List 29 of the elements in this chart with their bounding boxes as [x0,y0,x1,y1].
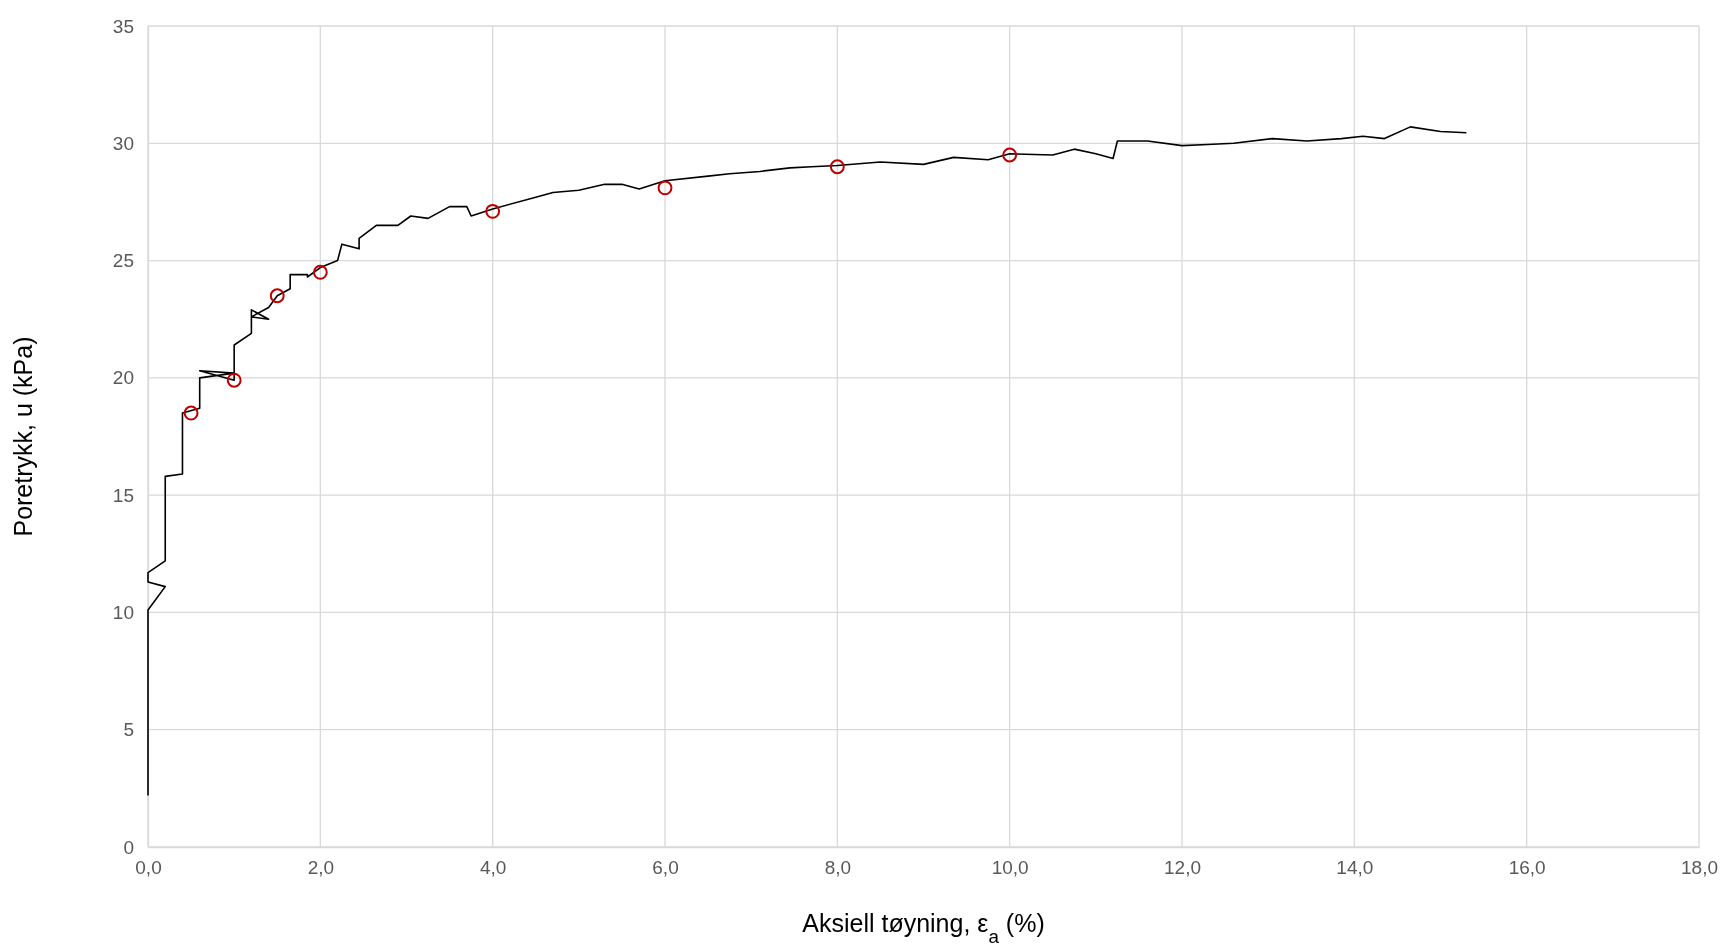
x-tick-label: 18,0 [1681,857,1718,879]
y-tick-label: 25 [112,250,134,272]
point [657,180,673,196]
y-tick-label: 10 [112,602,134,624]
point [829,159,845,175]
line-series [147,126,1468,797]
y-axis-title: Poretrykk, u (kPa) [9,336,37,537]
x-tick-label: 4,0 [479,857,507,879]
y-tick-label: 5 [123,719,134,741]
x-tick-label: 10,0 [991,857,1029,879]
y-tick-label: 30 [112,132,134,154]
y-tick-label: 20 [112,367,134,389]
x-axis-title: Aksiell tøyning, ε$_{a}$ (%) [802,909,1045,947]
point [269,288,285,304]
x-tick-label: 0,0 [135,857,162,879]
point [485,203,501,219]
x-tick-label: 16,0 [1508,857,1546,879]
y-tick-label: 15 [112,484,134,506]
point [312,264,328,280]
x-tick-label: 8,0 [824,857,852,879]
y-tick-label: 0 [123,836,134,858]
point [1002,147,1018,163]
x-tick-label: 14,0 [1336,857,1374,879]
point [226,372,242,388]
point [183,405,199,421]
x-tick-label: 2,0 [307,857,335,879]
x-tick-label: 12,0 [1164,857,1201,879]
x-tick-label: 6,0 [652,857,679,879]
y-tick-label: 35 [112,15,134,37]
